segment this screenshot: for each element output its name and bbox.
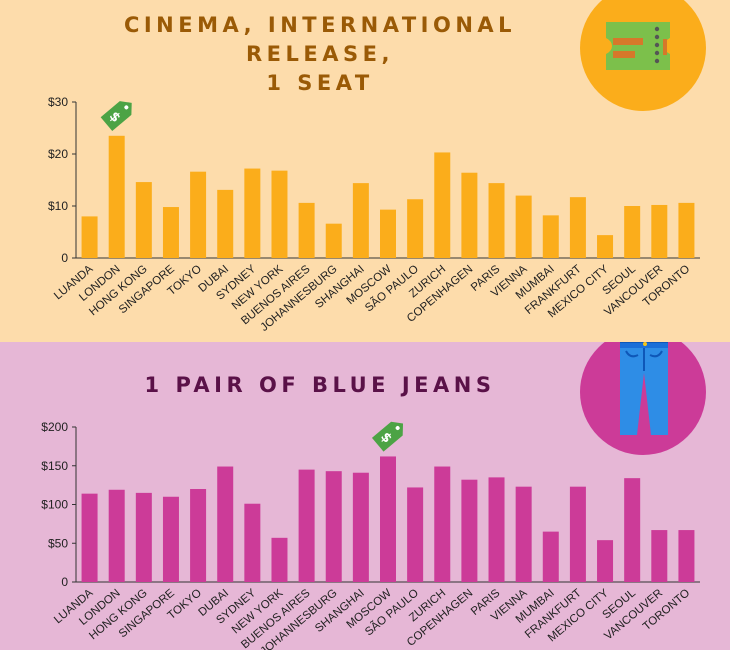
jeans-bar [434,466,451,582]
cinema-y-tick-label: $10 [48,199,68,213]
cinema-bar [135,182,152,258]
cinema-y-tick-label: 0 [61,251,68,265]
jeans-y-tick-label: $100 [41,498,68,512]
cinema-bar [190,171,207,258]
jeans-badge [580,342,706,455]
cinema-bar [380,209,396,258]
cinema-bar [217,189,234,258]
cinema-bar [651,204,668,258]
jeans-y-tick-label: $50 [48,536,68,550]
cinema-bar [162,207,179,258]
cinema-bar [325,223,342,258]
cinema-panel: CINEMA, INTERNATIONAL RELEASE, 1 SEAT 0 $1… [0,0,730,342]
jeans-bar [542,531,559,582]
jeans-bar [81,493,98,582]
jeans-bar [624,478,641,582]
jeans-price-tag-dollar-icon: $ [371,421,404,452]
cinema-bar [597,235,614,258]
blue-jeans-icon [620,342,668,435]
jeans-chart-title: 1 PAIR OF BLUE JEANS [144,373,496,397]
jeans-y-tick-label: 0 [61,575,68,589]
cinema-chart-title: CINEMA, INTERNATIONAL RELEASE, 1 SEAT [90,11,550,98]
jeans-bar [352,472,369,582]
jeans-bar [108,489,125,582]
cinema-bar [542,215,559,258]
jeans-bar [678,530,695,582]
jeans-bar [325,471,342,582]
jeans-bar [407,487,424,582]
cinema-bar [108,135,125,258]
jeans-bar [135,492,152,582]
cinema-bar [352,183,369,258]
jeans-bar [597,540,614,582]
cinema-price-tag-dollar-icon: $ [100,101,132,131]
cinema-bar [515,195,532,258]
jeans-bar [569,486,586,582]
cinema-bar [488,183,505,258]
jeans-bar [461,479,478,582]
cinema-bar [569,197,586,258]
cinema-y-tick-label: $30 [48,95,68,109]
cinema-bar [434,152,451,258]
jeans-bar [271,537,288,582]
cinema-bar [624,206,641,258]
cinema-y-tick-label: $20 [48,147,68,161]
jeans-bar [651,530,668,582]
jeans-bar [162,496,179,582]
jeans-bar [217,466,234,582]
cinema-bar [244,168,261,258]
cinema-bar [271,170,288,258]
jeans-y-tick-label: $150 [41,459,68,473]
jeans-bar [298,469,315,582]
jeans-bar [515,486,532,582]
jeans-y-tick-label: $200 [41,420,68,434]
jeans-bar [190,489,207,582]
jeans-bar [488,477,505,582]
cinema-title-line-2: 1 SEAT [266,71,374,95]
cinema-bar [298,202,315,258]
cinema-bar [678,202,695,258]
ticket-icon [606,22,670,70]
jeans-bar [244,503,261,582]
jeans-panel: 1 PAIR OF BLUE JEANS 0 $50 $100 $150 $200 LUA… [0,342,730,650]
cinema-badge [580,0,706,111]
cinema-bar [461,172,478,258]
jeans-bar [380,456,396,582]
cinema-bar [407,199,424,258]
cinema-title-line-1: CINEMA, INTERNATIONAL RELEASE, [123,13,517,66]
cinema-bar [81,216,98,258]
